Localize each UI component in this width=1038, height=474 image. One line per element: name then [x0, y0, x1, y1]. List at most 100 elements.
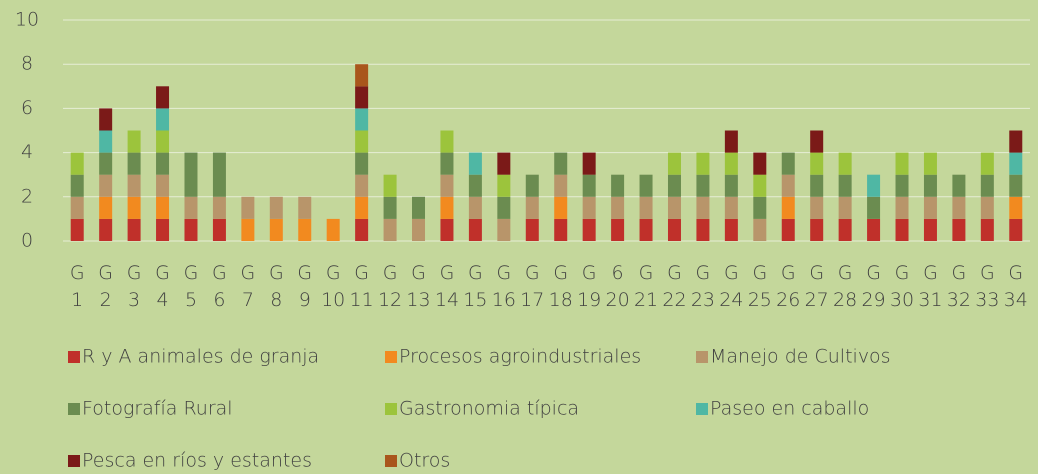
bar-segment: [99, 174, 113, 197]
bar-segment: [838, 218, 852, 241]
bar-segment: [298, 218, 312, 241]
bar-segment: [611, 174, 625, 197]
bar-segment: [639, 174, 653, 197]
bar-segment: [497, 174, 511, 197]
legend-swatch: [696, 351, 708, 363]
bar-segment: [269, 196, 283, 219]
bar-segment: [440, 152, 454, 175]
bar-segment: [70, 174, 84, 197]
x-tick-label: G 32: [947, 262, 971, 311]
bar-segment: [241, 196, 255, 219]
bar-segment: [611, 196, 625, 219]
bar-segment: [156, 152, 170, 175]
bar-segment: [667, 218, 681, 241]
bar-segment: [355, 218, 369, 241]
bar-segment: [355, 64, 369, 87]
x-tick-label: G 10: [321, 262, 345, 311]
bar-segment: [468, 218, 482, 241]
bar-segment: [838, 174, 852, 197]
bar-segment: [582, 218, 596, 241]
bar-segment: [156, 108, 170, 131]
x-tick-label: G 28: [833, 262, 857, 311]
bar-segment: [1009, 174, 1023, 197]
bar-segment: [781, 218, 795, 241]
bar-segment: [724, 218, 738, 241]
bar-segment: [696, 196, 710, 219]
x-tick-label: G 29: [861, 262, 885, 311]
x-tick-label: G 30: [890, 262, 914, 311]
bar-segment: [639, 196, 653, 219]
bar-segment: [895, 152, 909, 175]
bar-segment: [895, 196, 909, 219]
bar-segment: [355, 108, 369, 131]
bar-segment: [355, 130, 369, 153]
bar-segment: [753, 174, 767, 197]
y-tick-label: 8: [21, 53, 33, 75]
y-tick-label: 6: [21, 97, 33, 119]
bar-segment: [127, 130, 141, 153]
x-tick-label: G 26: [776, 262, 800, 311]
bar-segment: [895, 218, 909, 241]
x-tick-label: G 13: [406, 262, 430, 311]
bar-segment: [440, 174, 454, 197]
bar-segment: [269, 218, 283, 241]
bar-segment: [412, 196, 426, 219]
bar-segment: [781, 152, 795, 175]
bar-segment: [127, 174, 141, 197]
bar-segment: [667, 152, 681, 175]
legend-label: Paseo en caballo: [710, 398, 869, 420]
bar-segment: [355, 86, 369, 109]
x-tick-label: G 16: [492, 262, 516, 311]
legend-label: Gastronomia típica: [399, 398, 579, 420]
bar-segment: [468, 196, 482, 219]
bar-segment: [156, 196, 170, 219]
bar-segment: [127, 152, 141, 175]
legend-label: Otros: [399, 450, 450, 472]
bar-segment: [497, 218, 511, 241]
x-tick-label: G 23: [691, 262, 715, 311]
bar-segment: [525, 196, 539, 219]
bar-segment: [70, 218, 84, 241]
legend-label: Manejo de Cultivos: [710, 346, 891, 368]
bar-segment: [554, 174, 568, 197]
x-tick-label: G 31: [918, 262, 942, 311]
bar-segment: [639, 218, 653, 241]
bar-segment: [923, 218, 937, 241]
bar-segment: [810, 174, 824, 197]
bar-segment: [99, 218, 113, 241]
x-tick-label: G 12: [378, 262, 402, 311]
bar-segment: [696, 218, 710, 241]
bar-segment: [468, 152, 482, 175]
bar-segment: [582, 174, 596, 197]
x-tick-label: G 11: [350, 262, 374, 311]
bar-segment: [1009, 130, 1023, 153]
legend-swatch: [68, 351, 80, 363]
bar-segment: [497, 196, 511, 219]
bar-segment: [611, 218, 625, 241]
legend-label: Pesca en ríos y estantes: [82, 450, 312, 472]
bar-segment: [667, 174, 681, 197]
bar-segment: [554, 152, 568, 175]
bar-segment: [696, 152, 710, 175]
bar-segment: [127, 196, 141, 219]
y-tick-label: 2: [21, 185, 33, 207]
bar-segment: [753, 196, 767, 219]
x-tick-label: G 15: [463, 262, 487, 311]
bar-segment: [923, 152, 937, 175]
bar-segment: [468, 174, 482, 197]
x-tick-label: G 34: [1004, 262, 1028, 311]
bar-segment: [582, 152, 596, 175]
x-tick-label: G 18: [549, 262, 573, 311]
bar-segment: [724, 130, 738, 153]
bar-segment: [212, 218, 226, 241]
bar-segment: [810, 130, 824, 153]
bar-segment: [753, 152, 767, 175]
bar-segment: [355, 152, 369, 175]
legend-swatch: [385, 403, 397, 415]
bar-segment: [156, 174, 170, 197]
x-tick-label: G 19: [577, 262, 601, 311]
